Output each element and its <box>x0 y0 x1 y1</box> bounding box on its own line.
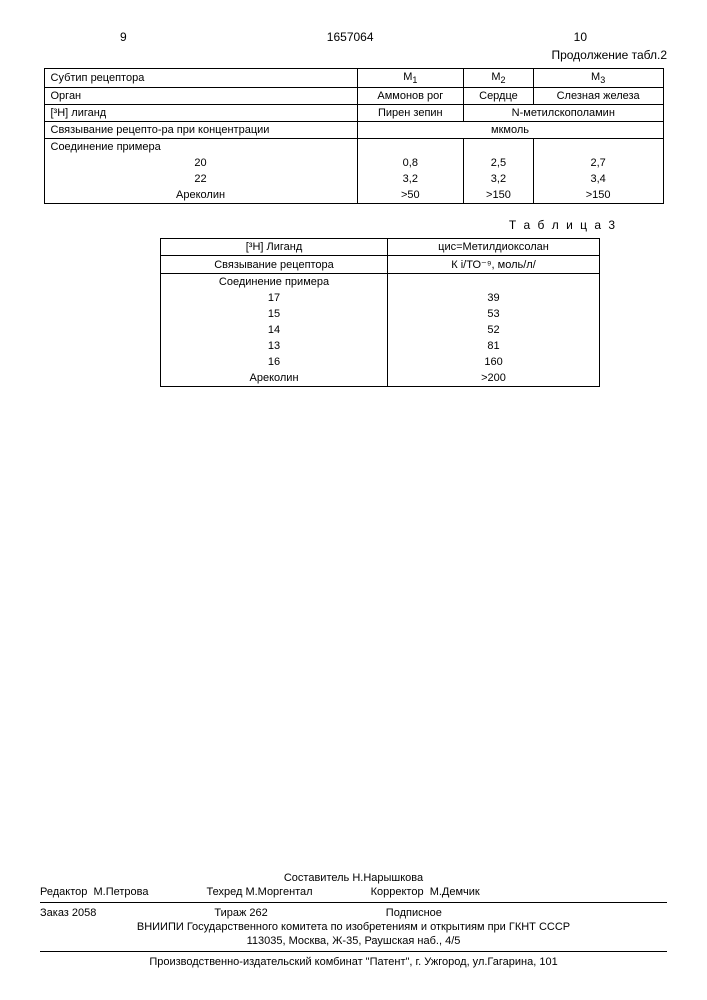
t2-c22-v3: 3,4 <box>533 171 663 187</box>
t3-arecoline: Ареколин <box>161 370 388 387</box>
t3-c13-v: 81 <box>388 338 600 354</box>
footer-roles: Редактор М.Петрова Техред М.Моргентал Ко… <box>40 886 667 898</box>
t2-c20-v1: 0,8 <box>357 155 464 171</box>
t2-unit: мкмоль <box>357 122 663 139</box>
table2-continuation: Продолжение табл.2 <box>40 48 667 62</box>
table-2: Субтип рецептора М1 М2 М3 Орган Аммонов … <box>44 68 664 204</box>
t3-compound-label: Соединение примера <box>161 274 388 291</box>
footer-addr: 113035, Москва, Ж-35, Раушская наб., 4/5 <box>40 935 667 947</box>
t2-c20: 20 <box>44 155 357 171</box>
page-header: 9 1657064 10 <box>40 30 667 44</box>
t3-c14: 14 <box>161 322 388 338</box>
t2-organ-label: Орган <box>44 88 357 105</box>
t2-arec-v2: >150 <box>464 187 534 204</box>
t2-subtype-label: Субтип рецептора <box>44 69 357 88</box>
footer-order: Заказ 2058 Тираж 262 Подписное <box>40 907 667 919</box>
t3-ligand-label: [³Н] Лиганд <box>161 239 388 256</box>
t3-c15: 15 <box>161 306 388 322</box>
t3-c16-v: 160 <box>388 354 600 370</box>
t3-c17: 17 <box>161 290 388 306</box>
page-left: 9 <box>120 30 127 44</box>
t2-organ-3: Слезная железа <box>533 88 663 105</box>
t2-c22: 22 <box>44 171 357 187</box>
footer-compiler: Составитель Н.Нарышкова <box>40 872 667 884</box>
footer-org2: Производственно-издательский комбинат "П… <box>40 956 667 968</box>
t2-ligand-label: [³Н] лиганд <box>44 105 357 122</box>
t2-m1: М1 <box>357 69 464 88</box>
t2-c20-v2: 2,5 <box>464 155 534 171</box>
t3-c14-v: 52 <box>388 322 600 338</box>
t2-ligand-23: N-метилскополамин <box>464 105 663 122</box>
t3-c15-v: 53 <box>388 306 600 322</box>
t2-m3: М3 <box>533 69 663 88</box>
document-number: 1657064 <box>127 30 574 44</box>
t2-c22-v2: 3,2 <box>464 171 534 187</box>
table3-label: Т а б л и ц а 3 <box>40 218 617 232</box>
t3-c17-v: 39 <box>388 290 600 306</box>
t2-m2: М2 <box>464 69 534 88</box>
t2-organ-1: Аммонов рог <box>357 88 464 105</box>
footer: Составитель Н.Нарышкова Редактор М.Петро… <box>40 870 667 970</box>
t2-ligand-1: Пирен зепин <box>357 105 464 122</box>
t3-arec-v: >200 <box>388 370 600 387</box>
page-right: 10 <box>574 30 587 44</box>
footer-org: ВНИИПИ Государственного комитета по изоб… <box>40 921 667 933</box>
table-3: [³Н] Лиганд цис=Метилдиоксолан Связывани… <box>160 238 600 387</box>
t2-c20-v3: 2,7 <box>533 155 663 171</box>
t2-c22-v1: 3,2 <box>357 171 464 187</box>
t2-arec-v1: >50 <box>357 187 464 204</box>
t3-c13: 13 <box>161 338 388 354</box>
t2-arecoline: Ареколин <box>44 187 357 204</box>
t2-binding-label: Связывание рецепто-ра при концентрации <box>44 122 357 139</box>
t2-compound-label: Соединение примера <box>44 139 357 156</box>
t2-organ-2: Сердце <box>464 88 534 105</box>
t3-binding-label: Связывание рецептора <box>161 256 388 274</box>
t3-ligand-val: цис=Метилдиоксолан <box>388 239 600 256</box>
t3-c16: 16 <box>161 354 388 370</box>
t3-binding-unit: К i/ТО⁻⁹, моль/л/ <box>388 256 600 274</box>
t2-arec-v3: >150 <box>533 187 663 204</box>
